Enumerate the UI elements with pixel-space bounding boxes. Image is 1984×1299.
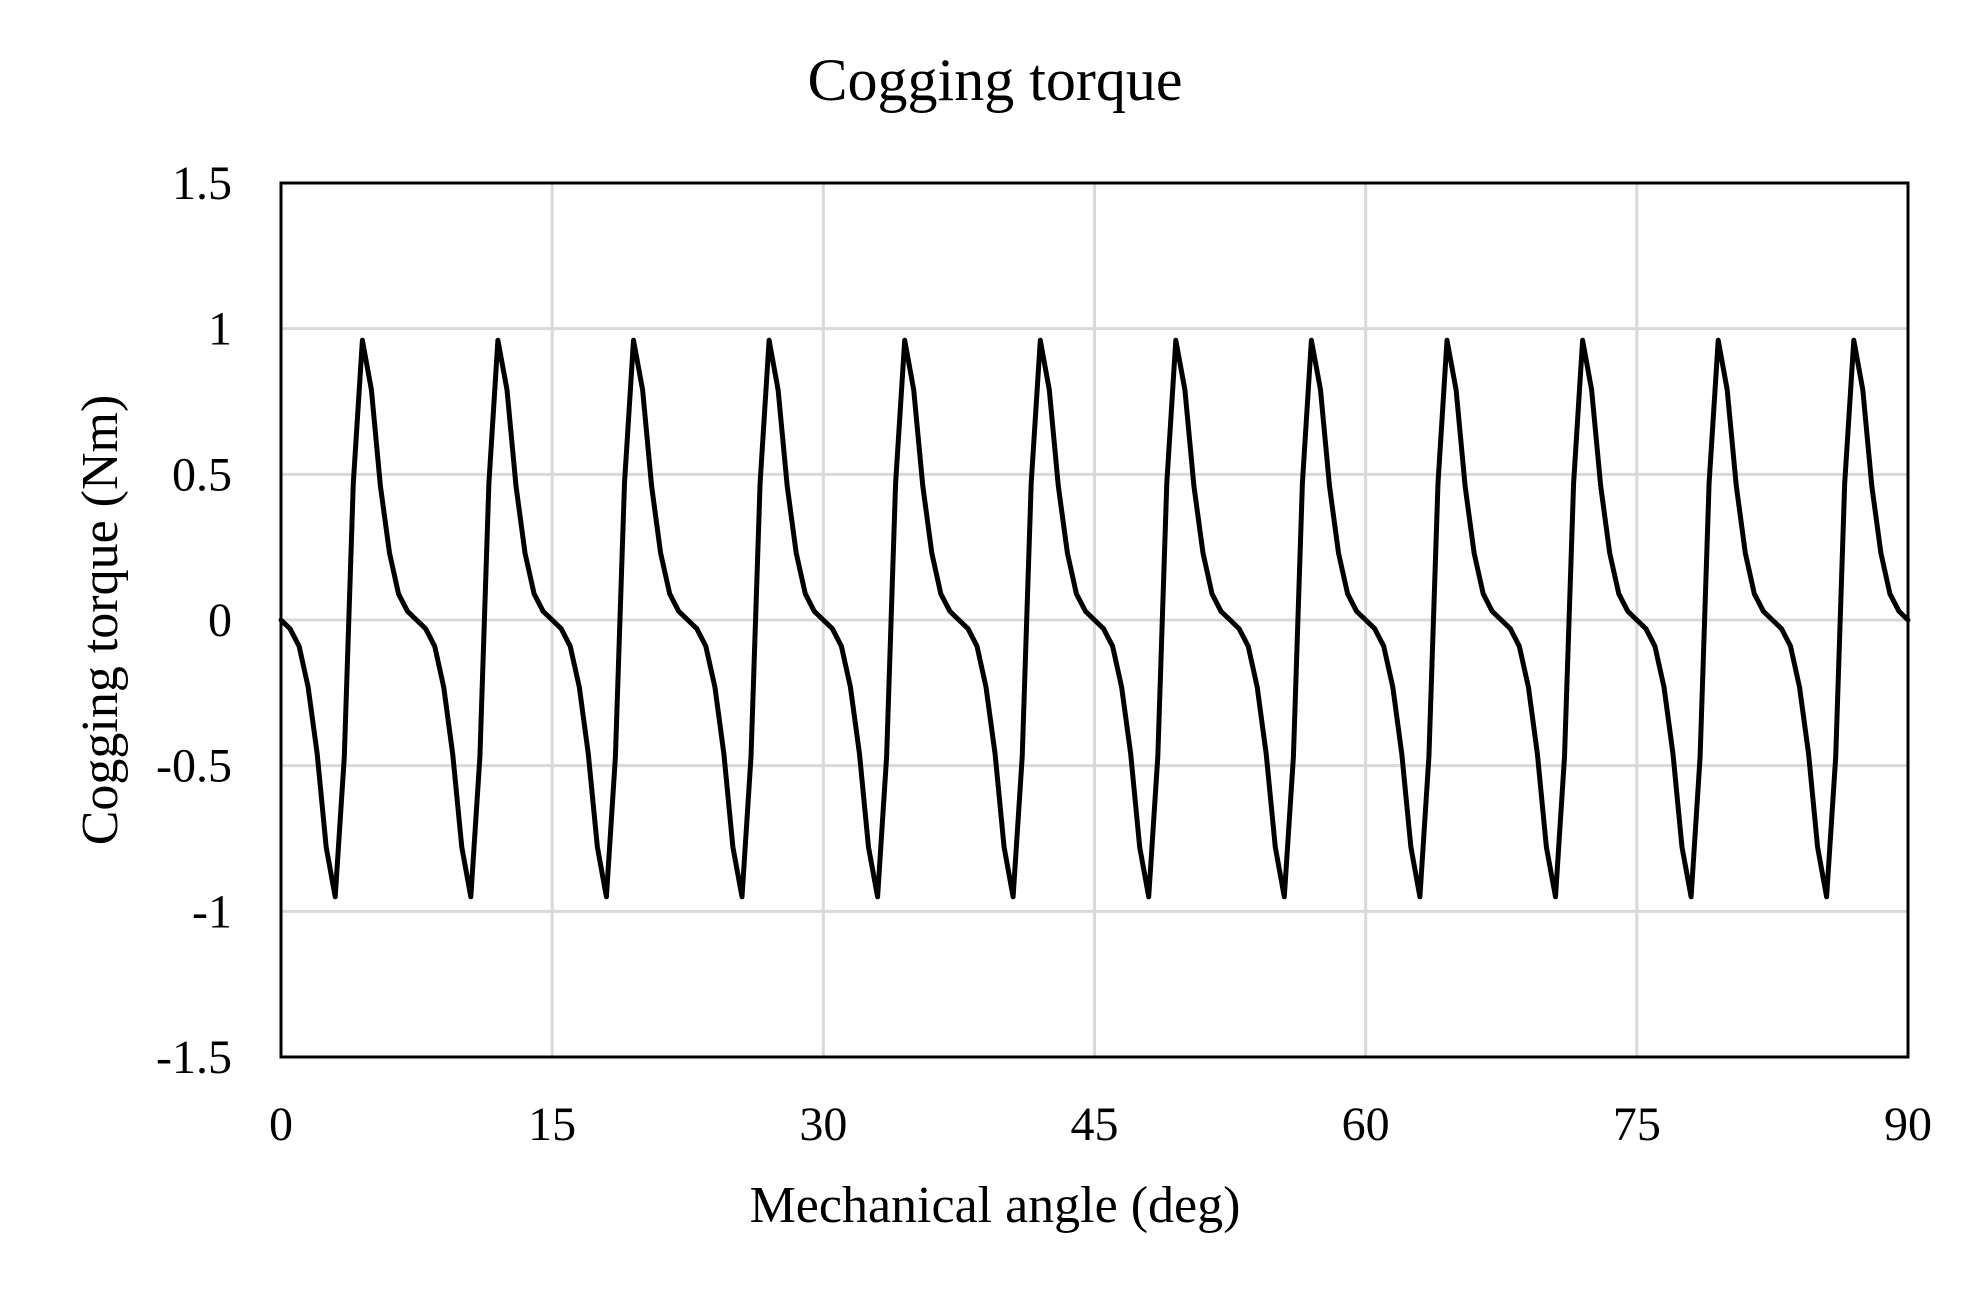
y-tick-label: -1.5 [156,1031,232,1084]
y-tick-label: -0.5 [156,740,232,793]
x-tick-label: 60 [1342,1098,1390,1151]
chart-title: Cogging torque [808,47,1183,113]
x-tick-label: 15 [528,1098,576,1151]
y-axis-title: Cogging torque (Nm) [72,395,129,846]
x-tick-label: 0 [269,1098,293,1151]
series-layer [278,337,1911,900]
x-tick-label: 30 [799,1098,847,1151]
x-axis-title: Mechanical angle (deg) [750,1177,1241,1234]
x-tick-label: 75 [1613,1098,1661,1151]
x-tick-labels: 0 15 30 45 60 75 90 [269,1098,1932,1151]
x-tick-label: 90 [1884,1098,1932,1151]
y-tick-label: -1 [192,885,232,938]
y-tick-label: 0 [208,594,232,647]
cogging-torque-series-line [278,337,1911,900]
y-tick-label: 0.5 [172,448,232,501]
y-tick-label: 1.5 [172,157,232,210]
x-tick-label: 45 [1071,1098,1119,1151]
y-tick-label: 1 [208,303,232,356]
y-tick-labels: 1.5 1 0.5 0 -0.5 -1 -1.5 [156,157,232,1084]
